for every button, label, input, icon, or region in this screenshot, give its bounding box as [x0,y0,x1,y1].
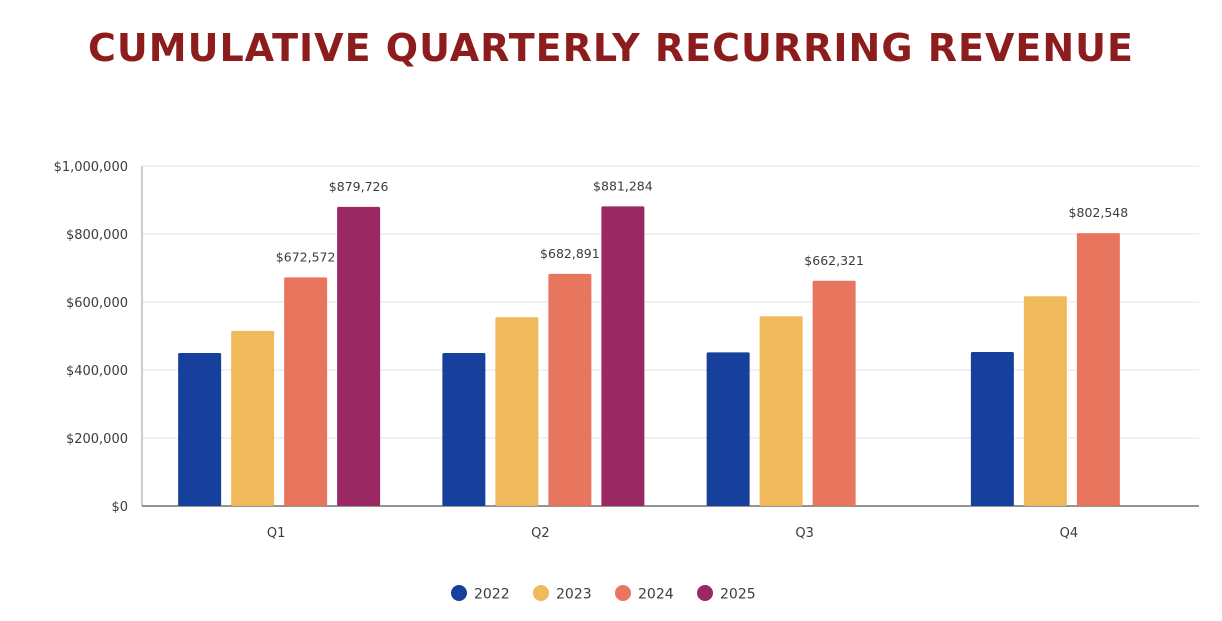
bar-q4-2023[interactable] [1023,296,1067,506]
legend-marker-2022[interactable] [451,585,467,601]
bar-q1-2024[interactable] [284,277,328,506]
legend-marker-2023[interactable] [533,585,549,601]
data-labels: $672,572 $879,726 $682,891 $881,284 $662,321… [276,178,1128,267]
bar-q4-2022[interactable] [970,351,1014,506]
y-tick-label: $800,000 [66,228,128,243]
bar-q1-2022[interactable] [178,353,222,506]
legend-label-2023[interactable]: 2023 [556,587,592,603]
y-tick-label: $400,000 [66,364,128,379]
bar-q3-2023[interactable] [759,316,803,506]
bar-q2-2024[interactable] [548,273,592,506]
bar-q4-2024[interactable] [1076,233,1120,507]
bar-q2-2023[interactable] [495,317,539,506]
y-tick-label: $600,000 [66,296,128,311]
bar-q1-2025[interactable] [337,206,381,506]
data-label: $662,321 [804,253,864,268]
x-category-label: Q2 [531,526,550,541]
legend-label-2024[interactable]: 2024 [638,587,674,603]
legend-label-2025[interactable]: 2025 [720,587,756,603]
x-category-label: Q1 [267,526,286,541]
x-category-label: Q3 [795,526,814,541]
bar-q1-2023[interactable] [231,330,275,506]
chart-title: CUMULATIVE QUARTERLY RECURRING REVENUE [88,26,1134,70]
y-tick-label: $200,000 [66,432,128,447]
axes: $0 $200,000 $400,000 $600,000 $800,000 $1,000… [54,160,1199,541]
y-tick-label: $1,000,000 [54,160,128,175]
data-label: $802,548 [1069,205,1129,220]
bar-q2-2022[interactable] [442,353,486,506]
legend-marker-2025[interactable] [697,585,713,601]
legend-marker-2024[interactable] [615,585,631,601]
bar-q2-2025[interactable] [601,206,645,506]
legend[interactable]: 2022 2023 2024 2025 [451,585,756,603]
data-label: $682,891 [540,246,600,261]
bar-q3-2024[interactable] [812,280,856,506]
bar-q3-2022[interactable] [706,352,750,506]
bars [178,206,1120,507]
y-tick-label: $0 [111,500,128,515]
x-category-label: Q4 [1060,526,1079,541]
data-label: $879,726 [329,179,389,194]
data-label: $881,284 [593,178,653,193]
data-label: $672,572 [276,249,336,264]
legend-label-2022[interactable]: 2022 [474,587,510,603]
